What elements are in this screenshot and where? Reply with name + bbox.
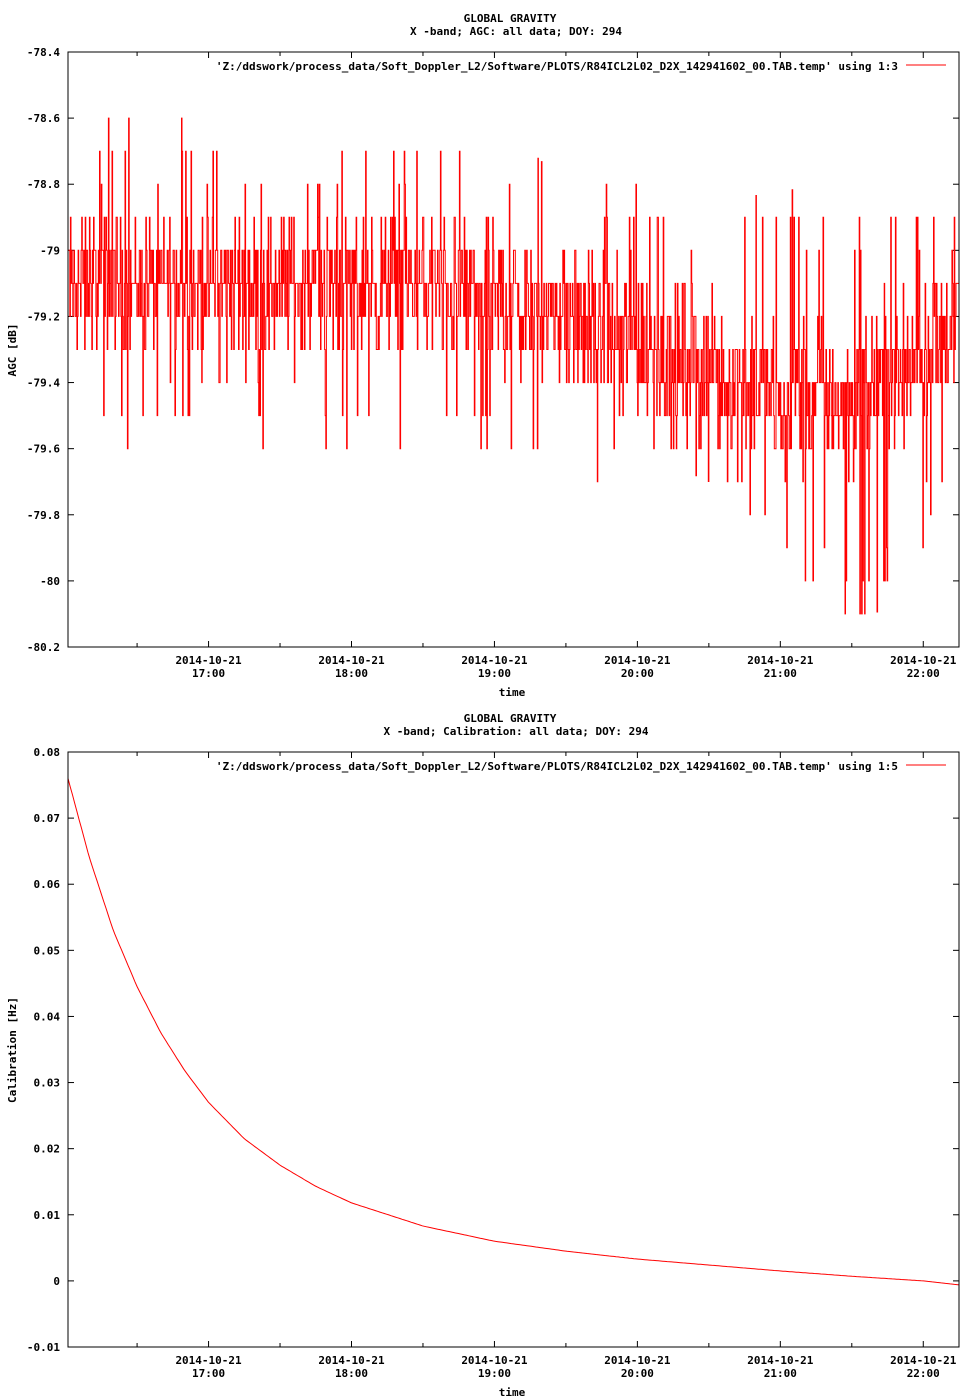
x-tick-label-time: 21:00 <box>764 1367 797 1380</box>
y-tick-label: 0.05 <box>34 944 61 957</box>
x-tick-label-date: 2014-10-21 <box>318 654 385 667</box>
y-tick-label: 0.07 <box>34 812 61 825</box>
x-tick-label-time: 22:00 <box>907 667 940 680</box>
x-tick-label-date: 2014-10-21 <box>747 654 814 667</box>
chart-cal-ticks: 0.08 0.07 0.06 0.05 0.04 0.03 0.02 0.01 0 -0.01 20… <box>27 746 959 1380</box>
x-tick-label-time: 21:00 <box>764 667 797 680</box>
x-tick-label-date: 2014-10-21 <box>318 1354 385 1367</box>
y-tick-label: 0 <box>53 1275 60 1288</box>
chart-agc: GLOBAL GRAVITY X -band; AGC: all data; D… <box>6 12 960 699</box>
chart-cal-ylabel: Calibration [Hz] <box>6 997 19 1103</box>
y-tick-label: 0.01 <box>34 1209 61 1222</box>
y-tick-label: -79.8 <box>27 509 60 522</box>
chart-agc-ylabel: AGC [dB] <box>6 324 19 377</box>
chart-cal-title: GLOBAL GRAVITY <box>464 712 557 725</box>
x-tick-label-time: 22:00 <box>907 1367 940 1380</box>
x-tick-label-time: 18:00 <box>335 667 368 680</box>
y-tick-label: -79.6 <box>27 443 60 456</box>
chart-agc-xlabel: time <box>499 686 526 699</box>
y-tick-label: -79.4 <box>27 377 60 390</box>
chart-agc-frame <box>67 51 960 648</box>
x-tick-label-time: 19:00 <box>478 667 511 680</box>
x-tick-label-date: 2014-10-21 <box>890 654 957 667</box>
y-tick-label: -78.8 <box>27 178 60 191</box>
y-tick-label: 0.06 <box>34 878 61 891</box>
chart-agc-ticks: -78.4 -78.6 -78.8 -79 -79.2 -79.4 -79.6 -79.8 -8… <box>27 46 959 680</box>
chart-agc-title: GLOBAL GRAVITY <box>464 12 557 25</box>
y-tick-label: -79.2 <box>27 310 60 323</box>
y-tick-label: -80 <box>40 575 60 588</box>
x-tick-label-time: 18:00 <box>335 1367 368 1380</box>
y-tick-label: -80.2 <box>27 641 60 654</box>
y-tick-label: -78.6 <box>27 112 60 125</box>
x-tick-label-time: 17:00 <box>192 667 225 680</box>
chart-calibration: GLOBAL GRAVITY X -band; Calibration: all… <box>6 712 960 1399</box>
chart-agc-subtitle: X -band; AGC: all data; DOY: 294 <box>410 25 622 38</box>
y-tick-label: 0.04 <box>34 1010 61 1023</box>
chart-cal-series <box>67 778 960 1286</box>
y-tick-label: 0.03 <box>34 1077 61 1090</box>
y-tick-label: -0.01 <box>27 1341 60 1354</box>
chart-cal-xlabel: time <box>499 1386 526 1399</box>
calibration-series-line <box>67 778 960 1286</box>
x-tick-label-time: 17:00 <box>192 1367 225 1380</box>
x-tick-label-date: 2014-10-21 <box>175 1354 242 1367</box>
x-tick-label-date: 2014-10-21 <box>890 1354 957 1367</box>
x-tick-label-date: 2014-10-21 <box>747 1354 814 1367</box>
x-tick-label-time: 19:00 <box>478 1367 511 1380</box>
x-tick-label-date: 2014-10-21 <box>461 1354 528 1367</box>
y-tick-label: -79 <box>40 244 60 257</box>
chart-cal-frame <box>67 751 960 1348</box>
x-tick-label-time: 20:00 <box>621 667 654 680</box>
chart-cal-subtitle: X -band; Calibration: all data; DOY: 294 <box>384 725 649 738</box>
agc-series-line <box>68 117 960 615</box>
chart-cal-legend-label: 'Z:/ddswork/process_data/Soft_Doppler_L2… <box>216 760 898 773</box>
x-tick-label-date: 2014-10-21 <box>604 1354 671 1367</box>
x-tick-label-date: 2014-10-21 <box>461 654 528 667</box>
chart-agc-legend-label: 'Z:/ddswork/process_data/Soft_Doppler_L2… <box>216 60 898 73</box>
y-tick-label: 0.08 <box>34 746 61 759</box>
chart-agc-series <box>68 117 960 615</box>
x-tick-label-time: 20:00 <box>621 1367 654 1380</box>
x-tick-label-date: 2014-10-21 <box>604 654 671 667</box>
x-tick-label-date: 2014-10-21 <box>175 654 242 667</box>
y-tick-label: -78.4 <box>27 46 60 59</box>
y-tick-label: 0.02 <box>34 1143 61 1156</box>
